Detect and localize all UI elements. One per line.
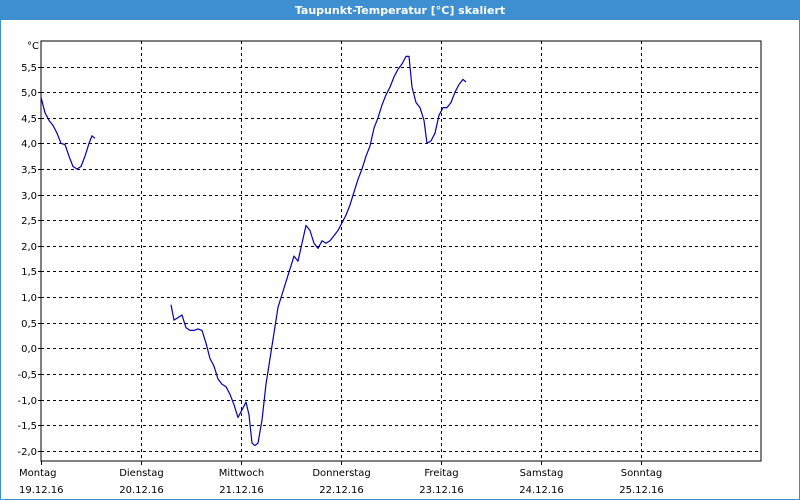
x-tick-day-label: Donnerstag: [312, 468, 370, 479]
x-tick-date-label: 21.12.16: [219, 485, 264, 496]
y-tick-label: -1,0: [17, 396, 37, 407]
plot-frame: [40, 40, 762, 462]
y-tick-label: 5,0: [21, 88, 37, 99]
x-tick-day-label: Samstag: [520, 468, 564, 479]
y-tick-label: 4,5: [21, 114, 37, 125]
x-tick-date-label: 22.12.16: [319, 485, 364, 496]
y-tick-label: 0,0: [21, 344, 37, 355]
x-tick-date-label: 20.12.16: [119, 485, 164, 496]
y-tick-label: 3,0: [21, 191, 37, 202]
y-tick-label: -2,0: [17, 447, 37, 458]
y-tick-label: 2,0: [21, 242, 37, 253]
y-tick-label: 5,5: [21, 63, 37, 74]
x-tick-day-label: Dienstag: [119, 468, 164, 479]
y-tick-label: -0,5: [17, 370, 37, 381]
x-tick-day-label: Freitag: [424, 468, 458, 479]
x-tick-date-label: 23.12.16: [419, 485, 464, 496]
y-tick-label: 1,0: [21, 293, 37, 304]
y-tick-label: 4,0: [21, 139, 37, 150]
x-tick-day-label: Montag: [19, 468, 56, 479]
x-tick-day-label: Mittwoch: [219, 468, 264, 479]
x-tick-day-label: Sonntag: [621, 468, 663, 479]
dew-point-series-line: [40, 97, 96, 170]
y-tick-label: 0,5: [21, 319, 37, 330]
x-tick-date-label: 25.12.16: [619, 485, 664, 496]
y-axis-unit: °C: [27, 41, 39, 52]
dew-point-series-line: [170, 55, 467, 447]
y-tick-label: 2,5: [21, 216, 37, 227]
y-tick-label: 1,5: [21, 267, 37, 278]
y-tick-label: -1,5: [17, 421, 37, 432]
y-tick-label: 3,5: [21, 165, 37, 176]
x-tick-date-label: 19.12.16: [19, 485, 64, 496]
x-tick-date-label: 24.12.16: [519, 485, 564, 496]
chart-title: Taupunkt-Temperatur [°C] skaliert: [1, 1, 799, 20]
